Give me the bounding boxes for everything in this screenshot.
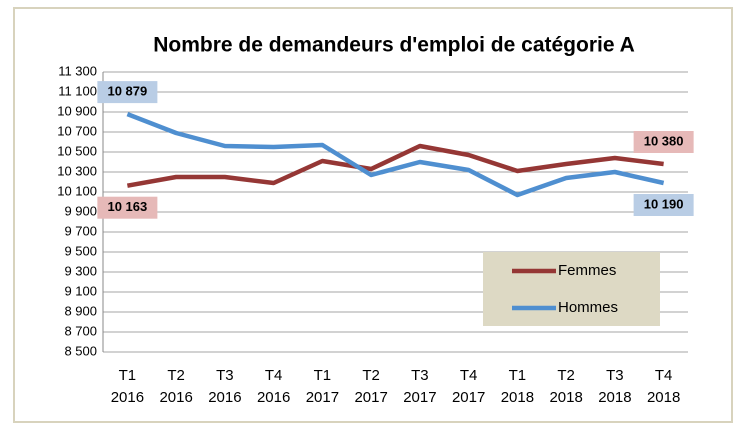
legend-label: Hommes [558,299,618,316]
data-label-box [97,81,158,104]
x-tick-label: T2 2017 [354,367,387,406]
y-tick-label: 9 100 [64,283,97,298]
x-tick-label: T3 2018 [598,367,631,406]
y-tick-label: 10 900 [57,103,97,118]
legend-label: Femmes [558,262,616,279]
y-tick-label: 11 300 [58,63,97,78]
y-tick-label: 10 300 [57,163,97,178]
data-label: 10 879 [107,84,147,99]
y-tick-label: 9 700 [64,223,97,238]
data-label-box [97,196,158,219]
data-label-box [633,131,694,153]
data-label: 10 190 [644,196,684,211]
y-tick-label: 8 500 [64,343,97,358]
x-tick-label: T4 2017 [452,367,485,406]
data-label-box [633,194,694,216]
chart-title: Nombre de demandeurs d'emploi de catégor… [153,34,635,57]
y-tick-label: 10 500 [57,143,97,158]
data-label: 10 380 [644,133,684,148]
y-tick-label: 9 900 [64,203,97,218]
x-tick-label: T2 2016 [159,367,192,406]
data-label: 10 163 [107,199,147,214]
y-tick-label: 10 700 [57,123,97,138]
y-tick-label: 9 300 [64,263,97,278]
legend-box [483,252,660,326]
x-tick-label: T1 2017 [306,367,339,406]
x-tick-label: T1 2018 [501,367,534,406]
y-tick-label: 9 500 [64,243,97,258]
y-tick-label: 8 700 [64,323,97,338]
x-tick-label: T4 2018 [647,367,680,406]
line-series [126,143,664,188]
x-tick-label: T2 2018 [549,367,582,406]
line-series [126,112,665,198]
x-tick-label: T3 2017 [403,367,436,406]
y-tick-label: 10 100 [57,183,97,198]
y-tick-label: 8 900 [64,303,97,318]
x-tick-label: T3 2016 [208,367,241,406]
y-tick-label: 11 100 [58,83,97,98]
x-tick-label: T4 2016 [257,367,290,406]
x-tick-label: T1 2016 [111,367,144,406]
